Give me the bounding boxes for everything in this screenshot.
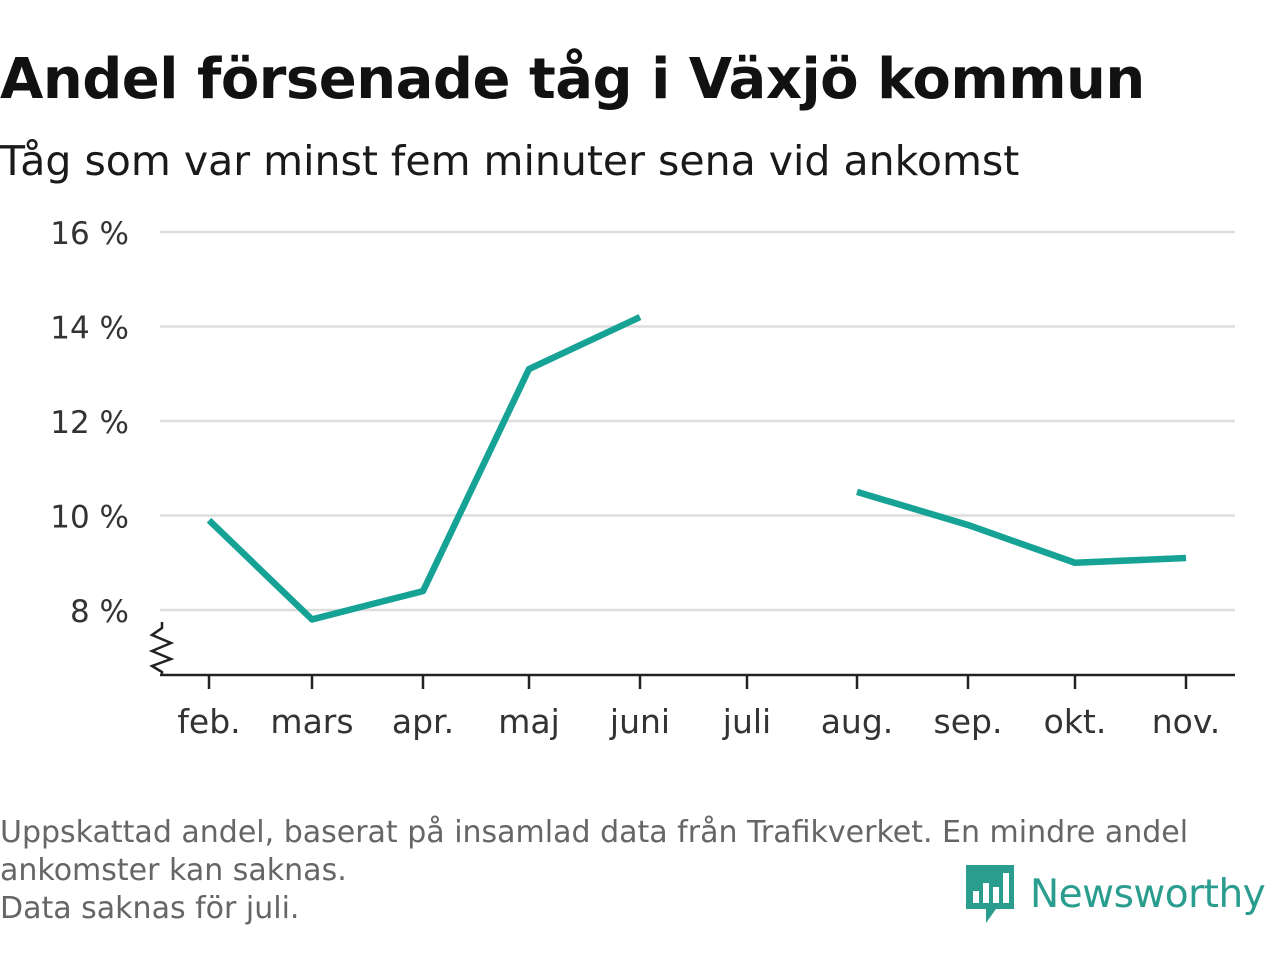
x-tick-label: sep. (934, 702, 1003, 741)
x-tick-label: juli (722, 702, 771, 741)
x-tick-label: feb. (177, 702, 240, 741)
chart-subtitle: Tåg som var minst fem minuter sena vid a… (0, 137, 1020, 185)
series-line-segment (206, 314, 642, 623)
axis-break-marker (148, 622, 175, 675)
chart-title: Andel försenade tåg i Växjö kommun (0, 47, 1145, 112)
y-tick-label: 16 % (50, 216, 129, 252)
x-tick-label: nov. (1152, 702, 1221, 741)
x-tick-label: maj (498, 702, 560, 741)
x-tick-label: mars (270, 702, 353, 741)
y-tick-label: 8 % (70, 594, 129, 630)
series-line-segment (856, 488, 1187, 566)
newsworthy-logo-icon (966, 865, 1014, 923)
y-tick-label: 12 % (50, 405, 129, 441)
y-tick-label: 14 % (50, 311, 129, 347)
x-tick-label: aug. (821, 702, 894, 741)
brand-logo: Newsworthy (964, 862, 1266, 926)
footnote-line: ankomster kan saknas. (0, 853, 347, 888)
footnote-line: Data saknas för juli. (0, 891, 300, 926)
footnote-line: Uppskattad andel, baserat på insamlad da… (0, 815, 1189, 850)
footnote: Uppskattad andel, baserat på insamlad da… (0, 814, 1270, 928)
x-tick-label: okt. (1044, 702, 1107, 741)
x-tick-label: juni (609, 702, 670, 741)
y-tick-label: 10 % (50, 500, 129, 536)
brand-name: Newsworthy (1030, 871, 1266, 917)
line-chart: 16 % 14 % 12 % 10 % 8 % feb. mars apr. maj juni ju… (50, 216, 1235, 741)
x-tick-label: apr. (392, 702, 454, 741)
